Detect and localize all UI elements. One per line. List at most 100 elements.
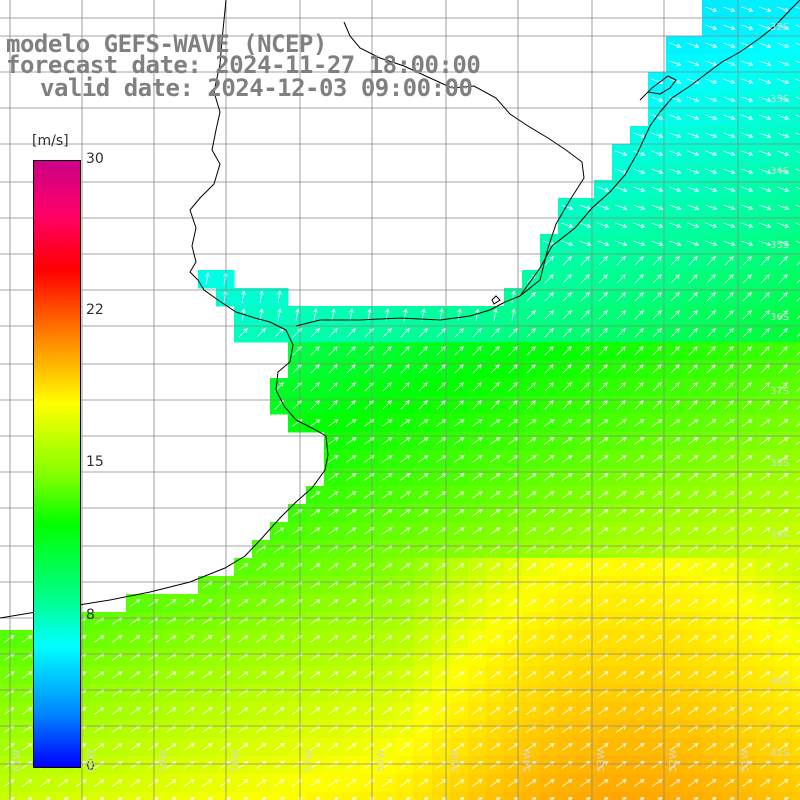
wind-arrow — [741, 563, 753, 571]
wind-arrow — [381, 635, 393, 643]
wind-arrow — [741, 168, 754, 175]
wind-arrow — [57, 779, 69, 787]
wind-arrow — [93, 779, 105, 787]
wind-arrow — [795, 675, 800, 679]
wind-arrow — [453, 419, 465, 427]
wind-arrow — [669, 42, 682, 49]
wind-arrow — [525, 707, 537, 715]
wind-arrow — [723, 491, 735, 499]
colorbar-tick-22: 22 — [86, 302, 104, 318]
wind-arrow — [759, 204, 772, 211]
wind-arrow — [724, 274, 734, 284]
wind-arrow — [651, 186, 664, 193]
wind-cell — [54, 792, 73, 800]
wind-arrow — [777, 222, 790, 229]
wind-arrow — [633, 168, 646, 175]
wind-arrow — [724, 310, 734, 320]
wind-arrow — [273, 707, 285, 715]
wind-arrow — [741, 473, 753, 481]
wind-arrow — [741, 240, 754, 247]
wind-arrow — [489, 473, 501, 481]
wind-arrow — [633, 707, 645, 715]
wind-arrow — [688, 292, 698, 302]
wind-arrow — [580, 256, 590, 266]
lat-label: 37S — [770, 386, 790, 397]
wind-arrow — [345, 509, 357, 517]
lat-label: 40S — [770, 676, 790, 687]
wind-arrow — [669, 491, 681, 499]
wind-arrow — [346, 364, 356, 374]
wind-arrow — [705, 78, 718, 85]
wind-cell — [792, 126, 800, 145]
wind-arrow — [562, 328, 572, 338]
wind-arrow — [705, 599, 717, 607]
wind-arrow — [147, 599, 159, 607]
wind-arrow — [580, 382, 590, 392]
wind-arrow — [615, 455, 627, 463]
wind-arrow — [741, 743, 753, 751]
wind-arrow — [795, 549, 800, 553]
wind-arrow — [742, 292, 752, 302]
wind-arrow — [561, 599, 573, 607]
wind-cell — [792, 576, 800, 595]
wind-arrow — [633, 186, 646, 193]
wind-arrow — [544, 364, 554, 374]
wind-arrow — [526, 346, 536, 356]
wind-arrow — [777, 132, 790, 139]
wind-arrow — [615, 419, 627, 427]
lon-label: 54W — [522, 749, 533, 772]
wind-arrow — [579, 509, 591, 517]
wind-arrow — [759, 419, 771, 427]
wind-arrow — [454, 346, 464, 356]
wind-arrow — [457, 308, 462, 321]
wind-arrow — [705, 743, 717, 751]
wind-arrow — [453, 743, 465, 751]
wind-arrow — [778, 382, 788, 392]
wind-arrow — [309, 707, 321, 715]
wind-arrow — [219, 635, 231, 643]
wind-arrow — [327, 419, 339, 427]
wind-arrow — [471, 671, 483, 679]
wind-arrow — [670, 346, 680, 356]
wind-arrow — [759, 707, 771, 715]
wind-cell — [666, 792, 685, 800]
wind-arrow — [796, 369, 800, 374]
wind-arrow — [597, 527, 609, 535]
wind-arrow — [543, 419, 555, 427]
wind-arrow — [454, 382, 464, 392]
wind-arrow — [777, 509, 789, 517]
wind-arrow — [615, 527, 627, 535]
wind-arrow — [777, 455, 789, 463]
wind-arrow — [255, 635, 267, 643]
wind-arrow — [183, 707, 195, 715]
wind-arrow — [777, 437, 789, 445]
wind-arrow — [705, 96, 718, 103]
wind-arrow — [165, 599, 177, 607]
wind-arrow — [741, 42, 754, 49]
wind-arrow — [579, 527, 591, 535]
wind-arrow — [453, 599, 465, 607]
valid-date: valid date: 2024-12-03 09:00:00 — [40, 74, 473, 102]
wind-arrow — [525, 743, 537, 751]
wind-arrow — [471, 509, 483, 517]
wind-arrow — [561, 707, 573, 715]
wind-arrow — [705, 473, 717, 481]
wind-arrow — [417, 671, 429, 679]
wind-arrow — [795, 441, 800, 445]
wind-cell — [504, 792, 523, 800]
wind-arrows — [3, 6, 800, 800]
wind-arrow — [219, 743, 231, 751]
wind-arrow — [669, 222, 682, 229]
wind-arrow — [741, 186, 754, 193]
wind-arrow — [760, 364, 770, 374]
wind-arrow — [724, 256, 734, 266]
wind-arrow — [669, 204, 682, 211]
wind-arrow — [525, 671, 537, 679]
wind-arrow — [723, 509, 735, 517]
wind-arrow — [310, 364, 320, 374]
wind-arrow — [327, 743, 339, 751]
wind-arrow — [652, 274, 662, 284]
wind-arrow — [706, 400, 716, 410]
wind-arrow — [111, 743, 123, 751]
wind-cell — [792, 198, 800, 217]
